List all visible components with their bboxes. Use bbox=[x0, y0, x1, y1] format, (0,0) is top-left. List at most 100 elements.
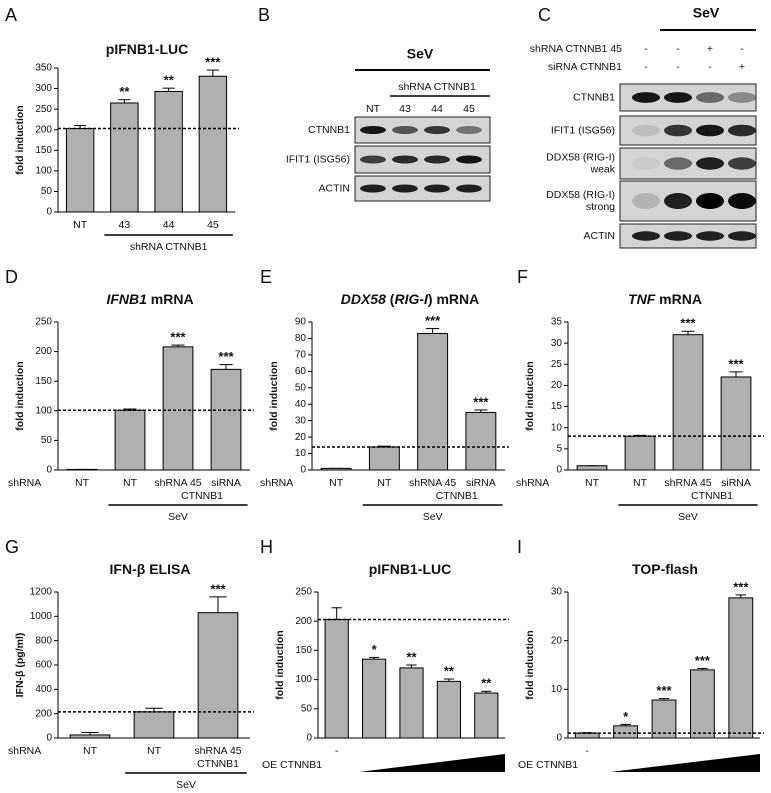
condition-label: shRNA CTNNB1 45 bbox=[530, 43, 622, 55]
blot-band bbox=[728, 124, 756, 137]
bar bbox=[65, 127, 95, 213]
bar bbox=[436, 680, 461, 739]
bar bbox=[399, 667, 424, 739]
significance-label: *** bbox=[170, 330, 186, 345]
blot-band bbox=[392, 126, 418, 134]
y-tick-label: 150 bbox=[35, 376, 52, 387]
x-tick-label: shRNA 45 bbox=[154, 477, 201, 489]
bar bbox=[417, 333, 449, 471]
condition-sign: - bbox=[676, 61, 680, 73]
y-tick-label: 250 bbox=[35, 317, 52, 328]
bar bbox=[197, 612, 239, 739]
y-tick-label: 200 bbox=[295, 616, 312, 627]
significance-label: *** bbox=[680, 316, 696, 331]
condition-sign: + bbox=[707, 43, 713, 55]
bar bbox=[154, 90, 183, 213]
panel-letter: B bbox=[258, 5, 270, 25]
bar bbox=[133, 711, 175, 739]
blot-band bbox=[360, 126, 386, 134]
blot-band bbox=[392, 184, 418, 193]
bar bbox=[728, 597, 754, 739]
y-tick-label: 100 bbox=[35, 405, 52, 416]
blot-subheader: shRNA CTNNB1 bbox=[398, 81, 476, 93]
blot-band bbox=[664, 193, 692, 209]
y-tick-label: 150 bbox=[295, 645, 312, 656]
subgroup-label: CTNNB1 bbox=[181, 490, 223, 502]
significance-label: *** bbox=[473, 394, 489, 409]
significance-label: ** bbox=[164, 73, 175, 88]
significance-label: *** bbox=[695, 653, 711, 668]
row-label: OE CTNNB1 bbox=[518, 759, 578, 771]
y-tick-label: 150 bbox=[35, 145, 52, 156]
condition-sign: - bbox=[740, 43, 744, 55]
bar bbox=[210, 368, 242, 471]
bar bbox=[613, 725, 639, 739]
x-tick-label: - bbox=[585, 745, 589, 757]
blot-row-label: CTNNB1 bbox=[308, 124, 350, 136]
blot-row-label: weak bbox=[589, 163, 615, 175]
x-tick-label: NT bbox=[123, 477, 138, 489]
bar bbox=[198, 75, 228, 213]
y-tick-label: 35 bbox=[551, 317, 563, 328]
y-tick-label: 200 bbox=[35, 346, 52, 357]
subgroup-label: CTNNB1 bbox=[691, 490, 733, 502]
bar bbox=[362, 658, 387, 739]
significance-label: *** bbox=[205, 54, 221, 69]
chart-title: IFNB1 mRNA bbox=[106, 291, 193, 307]
bar bbox=[162, 346, 194, 471]
x-tick-label: shRNA 45 bbox=[194, 745, 241, 757]
y-tick-label: 30 bbox=[551, 587, 563, 598]
row-label: shRNA bbox=[516, 477, 549, 489]
y-tick-label: 400 bbox=[35, 684, 52, 695]
title-part: RIG-I bbox=[394, 291, 429, 307]
y-tick-label: 600 bbox=[35, 660, 52, 671]
y-tick-label: 0 bbox=[300, 465, 306, 476]
group-label: SeV bbox=[168, 511, 188, 523]
x-tick-label: NT bbox=[75, 477, 90, 489]
blot-band bbox=[456, 184, 482, 193]
blot-band bbox=[664, 92, 692, 103]
x-tick-label: 43 bbox=[119, 219, 131, 231]
blot-band bbox=[664, 157, 692, 170]
y-tick-label: 1200 bbox=[30, 587, 53, 598]
y-tick-label: 250 bbox=[35, 104, 52, 115]
blot-row-label: DDX58 (RIG-I) bbox=[546, 189, 615, 201]
y-tick-label: 40 bbox=[295, 399, 307, 410]
blot-row-label: DDX58 (RIG-I) bbox=[546, 151, 615, 163]
panel-letter: G bbox=[5, 537, 19, 557]
blot-band bbox=[728, 231, 756, 241]
significance-label: ** bbox=[406, 649, 417, 664]
x-tick-label: NT bbox=[633, 477, 648, 489]
group-label: SeV bbox=[678, 511, 698, 523]
title-part: IFN-β ELISA bbox=[110, 561, 191, 577]
condition-sign: - bbox=[644, 43, 648, 55]
y-tick-label: 350 bbox=[35, 63, 52, 74]
blot-row-label: CTNNB1 bbox=[573, 91, 615, 103]
blot-band bbox=[424, 126, 450, 134]
blot-band bbox=[632, 193, 660, 209]
y-tick-label: 1000 bbox=[30, 611, 53, 622]
panel-letter: D bbox=[5, 267, 18, 287]
title-part: DDX58 bbox=[341, 291, 386, 307]
x-tick-label: shRNA 45 bbox=[409, 477, 456, 489]
y-tick-label: 50 bbox=[41, 186, 53, 197]
y-tick-label: 200 bbox=[35, 124, 52, 135]
significance-label: *** bbox=[733, 579, 749, 594]
blot-row-label: ACTIN bbox=[584, 230, 616, 242]
lane-label: 43 bbox=[399, 103, 411, 115]
blot-band bbox=[424, 155, 450, 164]
chart-title: TOP-flash bbox=[632, 561, 698, 577]
bar bbox=[576, 465, 608, 471]
y-tick-label: 20 bbox=[551, 380, 563, 391]
y-tick-label: 250 bbox=[295, 587, 312, 598]
y-tick-label: 20 bbox=[295, 432, 307, 443]
significance-label: * bbox=[372, 642, 378, 657]
group-label: SeV bbox=[423, 511, 443, 523]
x-tick-label: siRNA bbox=[721, 477, 751, 489]
chart-title: DDX58 (RIG-I) mRNA bbox=[341, 291, 480, 307]
title-part: ( bbox=[386, 291, 395, 307]
y-tick-label: 200 bbox=[35, 708, 52, 719]
bar bbox=[651, 699, 677, 739]
condition-sign: - bbox=[644, 61, 648, 73]
